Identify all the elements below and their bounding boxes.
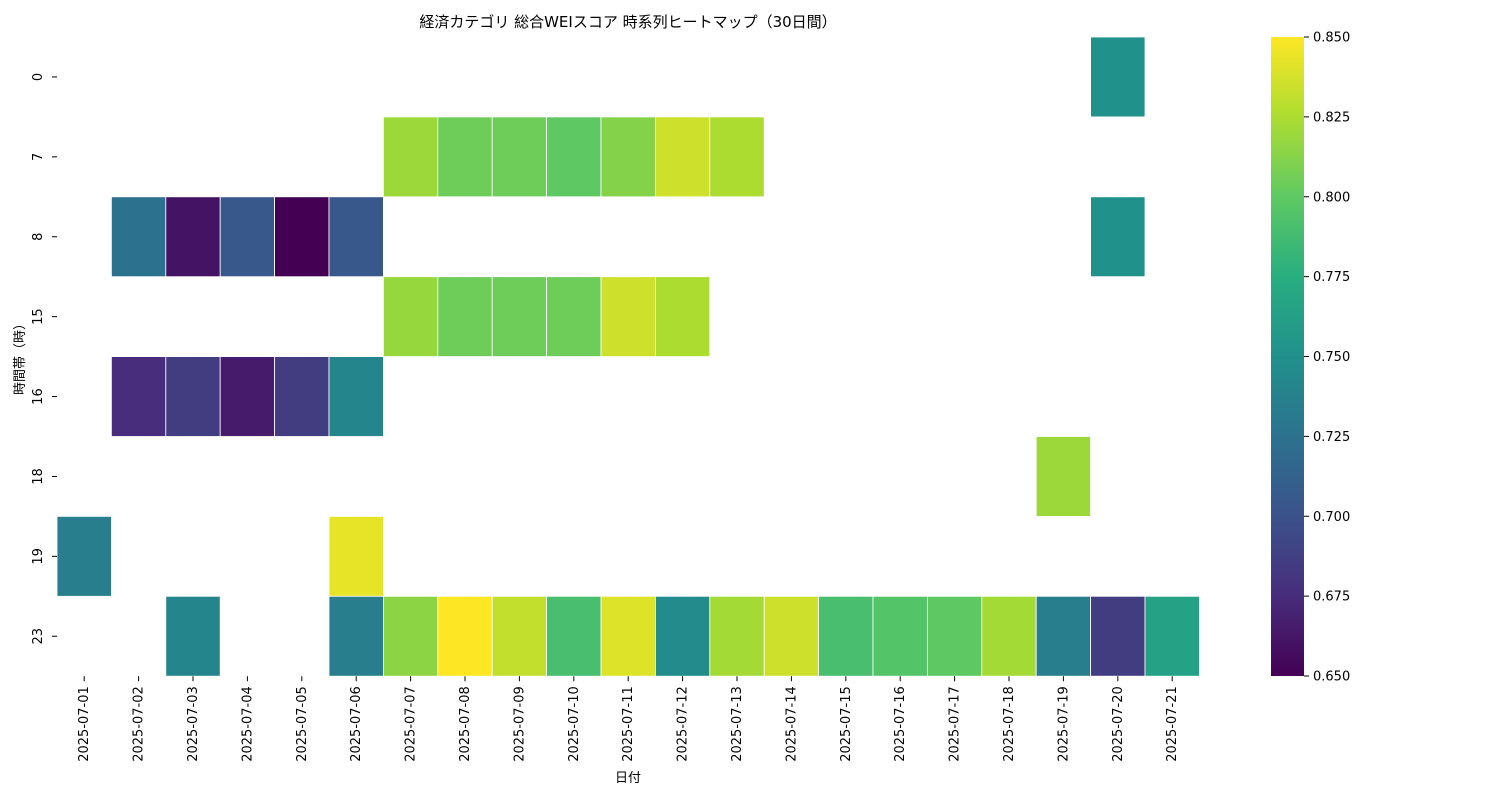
heatmap-cell bbox=[219, 196, 275, 278]
heatmap-cell bbox=[437, 276, 493, 358]
heatmap-cell bbox=[600, 595, 656, 677]
heatmap-cell bbox=[491, 116, 548, 198]
heatmap-cell bbox=[111, 356, 167, 437]
heatmap-cell bbox=[274, 196, 330, 278]
x-tick-label: 2025-07-20 bbox=[1111, 686, 1126, 762]
heatmap-cell bbox=[165, 356, 221, 437]
colorbar-tick-label: 0.825 bbox=[1313, 110, 1350, 125]
x-tick-label: 2025-07-16 bbox=[893, 686, 908, 762]
x-tick-label: 2025-07-01 bbox=[77, 686, 92, 762]
x-tick-label: 2025-07-09 bbox=[512, 686, 527, 762]
heatmap-cell bbox=[328, 356, 384, 437]
colorbar-ticks: 0.650 0.675 0.700 0.725 0.750 0.775 0.800 0.825… bbox=[1304, 31, 1350, 685]
heatmap-cell bbox=[1090, 196, 1146, 278]
heatmap-cell bbox=[382, 116, 439, 198]
heatmap-cell bbox=[165, 196, 221, 278]
heatmap-cell bbox=[1035, 436, 1091, 517]
heatmap-cell bbox=[927, 595, 983, 677]
heatmap-cell bbox=[382, 276, 439, 358]
heatmap-cell bbox=[546, 116, 602, 198]
chart-title: 経済カテゴリ 総合WEIスコア 時系列ヒートマップ（30日間） bbox=[419, 13, 836, 31]
x-tick-label: 2025-07-12 bbox=[676, 686, 691, 762]
y-tick-label: 0 bbox=[31, 73, 46, 81]
y-axis-title: 時間帯（時） bbox=[13, 317, 28, 395]
x-tick-label: 2025-07-11 bbox=[621, 686, 636, 762]
heatmap-cell bbox=[1035, 595, 1091, 677]
x-tick-label: 2025-07-17 bbox=[948, 686, 963, 762]
heatmap-cell bbox=[274, 356, 330, 437]
heatmap-cell bbox=[56, 516, 112, 597]
heatmap-cell bbox=[600, 276, 656, 358]
colorbar-tick-label: 0.675 bbox=[1313, 590, 1350, 605]
heatmap-cell bbox=[709, 595, 765, 677]
x-axis-title: 日付 bbox=[615, 771, 641, 786]
heatmap-cell bbox=[872, 595, 928, 677]
x-tick-label: 2025-07-10 bbox=[567, 686, 582, 762]
x-tick-label: 2025-07-14 bbox=[784, 686, 799, 762]
colorbar-tick-label: 0.850 bbox=[1313, 31, 1350, 46]
heatmap-cell bbox=[1144, 595, 1200, 677]
x-tick-label: 2025-07-21 bbox=[1165, 686, 1180, 762]
x-tick-label: 2025-07-04 bbox=[240, 686, 255, 762]
heatmap-cell bbox=[111, 196, 167, 278]
heatmap-cell bbox=[546, 595, 602, 677]
heatmap-cell bbox=[491, 595, 548, 677]
heatmap-cell bbox=[600, 116, 656, 198]
y-tick-label: 23 bbox=[31, 628, 46, 645]
y-tick-label: 16 bbox=[31, 388, 46, 405]
heatmap-cell bbox=[328, 516, 384, 597]
heatmap-cell bbox=[981, 595, 1037, 677]
x-tick-label: 2025-07-08 bbox=[458, 686, 473, 762]
x-tick-label: 2025-07-18 bbox=[1002, 686, 1017, 762]
heatmap-cell bbox=[655, 595, 711, 677]
heatmap-cell bbox=[818, 595, 874, 677]
x-tick-label: 2025-07-19 bbox=[1056, 686, 1071, 762]
heatmap-cell bbox=[1090, 36, 1146, 118]
y-tick-label: 15 bbox=[31, 308, 46, 325]
heatmap-cell bbox=[437, 595, 493, 677]
y-tick-label: 8 bbox=[31, 233, 46, 241]
heatmap-cell bbox=[546, 276, 602, 358]
x-tick-label: 2025-07-05 bbox=[295, 686, 310, 762]
heatmap-cell bbox=[655, 276, 711, 358]
heatmap-cell bbox=[219, 356, 275, 437]
heatmap-cell bbox=[655, 116, 711, 198]
heatmap-cell bbox=[1090, 595, 1146, 677]
heatmap-cell bbox=[763, 595, 820, 677]
y-axis: 0 7 8 15 16 18 19 23 bbox=[31, 73, 57, 645]
colorbar-tick-label: 0.725 bbox=[1313, 430, 1350, 445]
x-tick-label: 2025-07-03 bbox=[186, 686, 201, 762]
x-tick-label: 2025-07-02 bbox=[132, 686, 147, 762]
colorbar bbox=[1271, 37, 1304, 676]
heatmap-cell bbox=[437, 116, 493, 198]
heatmap-cell bbox=[328, 196, 384, 278]
colorbar-tick-label: 0.775 bbox=[1313, 270, 1350, 285]
colorbar-tick-label: 0.700 bbox=[1313, 510, 1350, 525]
heatmap-cell bbox=[165, 595, 221, 677]
heatmap-cell bbox=[382, 595, 439, 677]
heatmap-cell bbox=[709, 116, 765, 198]
y-tick-label: 18 bbox=[31, 468, 46, 485]
colorbar-tick-label: 0.800 bbox=[1313, 190, 1350, 205]
colorbar-tick-label: 0.750 bbox=[1313, 350, 1350, 365]
x-axis: 2025-07-01 2025-07-02 2025-07-03 2025-07-04… bbox=[77, 676, 1180, 762]
heatmap-cell bbox=[328, 595, 384, 677]
heatmap-cells bbox=[56, 36, 1200, 677]
heatmap-cell bbox=[491, 276, 548, 358]
x-tick-label: 2025-07-06 bbox=[349, 686, 364, 762]
y-tick-label: 7 bbox=[31, 153, 46, 161]
x-tick-label: 2025-07-13 bbox=[730, 686, 745, 762]
x-tick-label: 2025-07-07 bbox=[404, 686, 419, 762]
y-tick-label: 19 bbox=[31, 548, 46, 565]
x-tick-label: 2025-07-15 bbox=[839, 686, 854, 762]
colorbar-tick-label: 0.650 bbox=[1313, 670, 1350, 685]
